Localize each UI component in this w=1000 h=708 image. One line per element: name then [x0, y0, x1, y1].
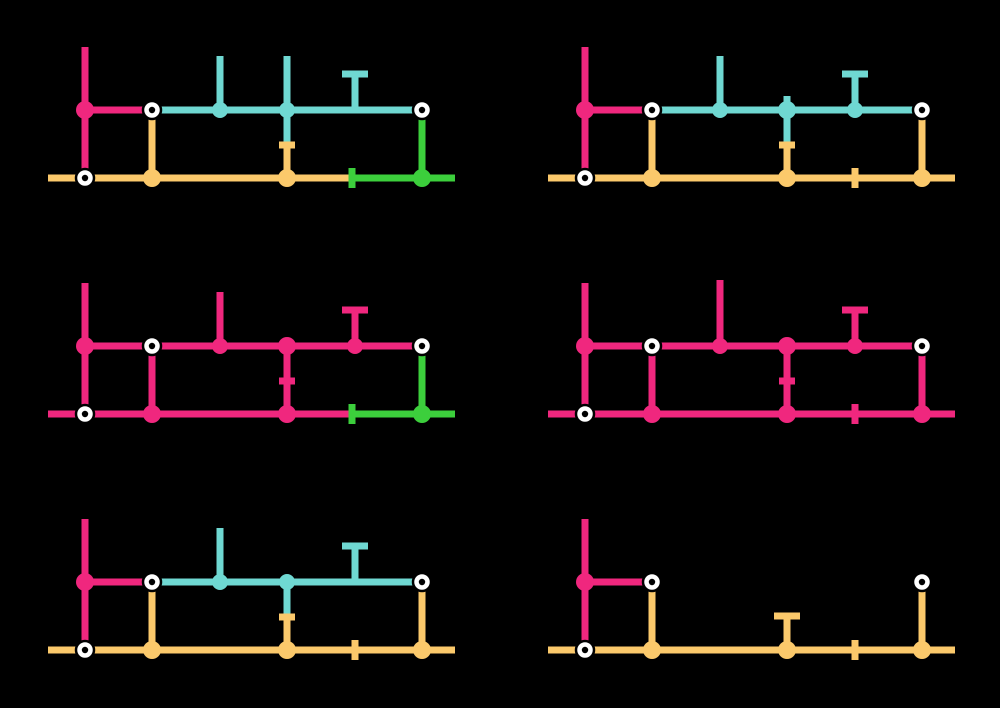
- node-layer: [74, 335, 433, 425]
- node-terminal-c-pupil: [81, 174, 89, 182]
- node-pink-top-left[interactable]: [76, 101, 94, 119]
- node-layer: [574, 99, 933, 189]
- panel-6-svg: [548, 519, 955, 661]
- node-cyan-col5[interactable]: [847, 102, 863, 118]
- node-terminal-b-pupil: [418, 578, 426, 586]
- panel-5-svg: [48, 519, 455, 661]
- edge-layer: [48, 519, 455, 654]
- node-terminal-b-pupil: [418, 342, 426, 350]
- edge-layer: [548, 280, 955, 418]
- node-yellow-col4[interactable]: [778, 641, 796, 659]
- node-pink-col5[interactable]: [847, 338, 863, 354]
- tick-layer: [279, 377, 356, 424]
- node-cyan-col4[interactable]: [778, 101, 796, 119]
- node-pink-col2-bottom[interactable]: [643, 405, 661, 423]
- node-yellow-col2[interactable]: [643, 169, 661, 187]
- node-cyan-col3[interactable]: [712, 102, 728, 118]
- node-terminal-c-pupil: [581, 174, 589, 182]
- panel-3-svg: [48, 283, 455, 425]
- node-yellow-col4[interactable]: [278, 169, 296, 187]
- node-terminal-c-pupil: [81, 646, 89, 654]
- panel-2: [500, 0, 1000, 236]
- panel-1: [0, 0, 500, 236]
- tick-layer: [279, 141, 356, 188]
- edge-layer: [548, 519, 955, 654]
- node-pink-top-left[interactable]: [76, 337, 94, 355]
- node-pink-col3[interactable]: [712, 338, 728, 354]
- node-pink-col4-bottom[interactable]: [278, 405, 296, 423]
- node-terminal-b-pupil: [918, 106, 926, 114]
- node-pink-top-left[interactable]: [576, 101, 594, 119]
- edge-layer: [48, 283, 455, 418]
- node-pink-top-left[interactable]: [576, 573, 594, 591]
- node-cyan-col3[interactable]: [212, 574, 228, 590]
- panel-3: [0, 236, 500, 472]
- node-terminal-a-pupil: [148, 342, 156, 350]
- panel-4: [500, 236, 1000, 472]
- panel-6: [500, 472, 1000, 708]
- edge-layer: [48, 47, 455, 182]
- node-pink-col4-bottom[interactable]: [778, 405, 796, 423]
- node-layer: [574, 335, 933, 425]
- edge-layer: [548, 47, 955, 182]
- tick-layer: [279, 613, 359, 660]
- panel-1-svg: [48, 47, 455, 189]
- tick-layer: [779, 377, 859, 424]
- panel-4-svg: [548, 280, 955, 425]
- tick-layer: [779, 141, 859, 188]
- node-cyan-col3[interactable]: [212, 102, 228, 118]
- node-yellow-col6[interactable]: [913, 169, 931, 187]
- node-layer: [74, 99, 433, 189]
- panel-2-svg: [548, 47, 955, 189]
- node-yellow-col2[interactable]: [143, 169, 161, 187]
- node-terminal-b-pupil: [918, 342, 926, 350]
- node-cyan-col4[interactable]: [279, 574, 295, 590]
- node-terminal-a-pupil: [148, 578, 156, 586]
- node-yellow-col6[interactable]: [913, 641, 931, 659]
- panel-5: [0, 472, 500, 708]
- node-pink-col2-bottom[interactable]: [143, 405, 161, 423]
- node-yellow-col4[interactable]: [778, 169, 796, 187]
- node-terminal-a-pupil: [648, 578, 656, 586]
- node-green-col6[interactable]: [413, 405, 431, 423]
- node-yellow-col4[interactable]: [278, 641, 296, 659]
- node-terminal-b-pupil: [918, 578, 926, 586]
- node-pink-col4[interactable]: [778, 337, 796, 355]
- node-pink-top-left[interactable]: [76, 573, 94, 591]
- node-layer: [74, 571, 433, 661]
- node-terminal-c-pupil: [581, 646, 589, 654]
- node-pink-col3[interactable]: [212, 338, 228, 354]
- node-yellow-col2[interactable]: [143, 641, 161, 659]
- node-yellow-col6[interactable]: [413, 641, 431, 659]
- node-terminal-c-pupil: [81, 410, 89, 418]
- node-green-col6[interactable]: [413, 169, 431, 187]
- node-pink-col5[interactable]: [347, 338, 363, 354]
- node-terminal-a-pupil: [648, 106, 656, 114]
- node-terminal-b-pupil: [418, 106, 426, 114]
- node-pink-col4[interactable]: [278, 337, 296, 355]
- node-yellow-col2[interactable]: [643, 641, 661, 659]
- node-terminal-a-pupil: [648, 342, 656, 350]
- node-layer: [574, 571, 933, 661]
- node-pink-top-left[interactable]: [576, 337, 594, 355]
- node-pink-col6-bottom[interactable]: [913, 405, 931, 423]
- node-cyan-col4[interactable]: [279, 102, 295, 118]
- node-terminal-a-pupil: [148, 106, 156, 114]
- node-terminal-c-pupil: [581, 410, 589, 418]
